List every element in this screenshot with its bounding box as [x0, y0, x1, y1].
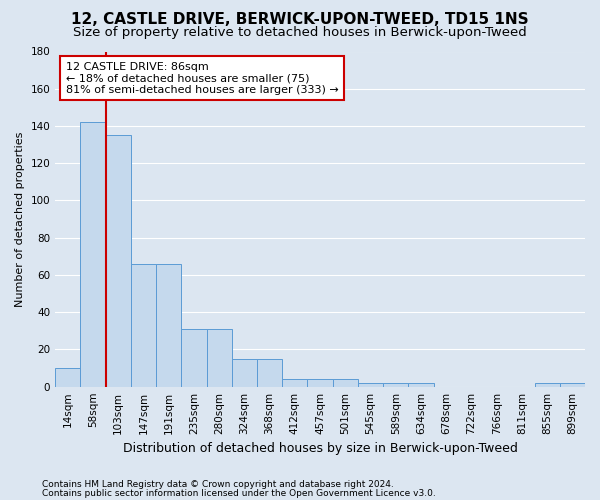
Bar	[106, 136, 131, 386]
Bar	[409, 383, 434, 386]
Bar	[131, 264, 156, 386]
Bar	[156, 264, 181, 386]
Text: 12 CASTLE DRIVE: 86sqm
← 18% of detached houses are smaller (75)
81% of semi-det: 12 CASTLE DRIVE: 86sqm ← 18% of detached…	[66, 62, 338, 95]
Text: Contains HM Land Registry data © Crown copyright and database right 2024.: Contains HM Land Registry data © Crown c…	[42, 480, 394, 489]
Bar	[535, 383, 560, 386]
Bar	[206, 329, 232, 386]
Bar	[358, 383, 383, 386]
Bar	[307, 379, 332, 386]
Bar	[332, 379, 358, 386]
Bar	[383, 383, 409, 386]
Bar	[282, 379, 307, 386]
Text: Size of property relative to detached houses in Berwick-upon-Tweed: Size of property relative to detached ho…	[73, 26, 527, 39]
Bar	[257, 358, 282, 386]
Y-axis label: Number of detached properties: Number of detached properties	[15, 132, 25, 307]
Text: 12, CASTLE DRIVE, BERWICK-UPON-TWEED, TD15 1NS: 12, CASTLE DRIVE, BERWICK-UPON-TWEED, TD…	[71, 12, 529, 28]
X-axis label: Distribution of detached houses by size in Berwick-upon-Tweed: Distribution of detached houses by size …	[122, 442, 518, 455]
Bar	[560, 383, 585, 386]
Bar	[232, 358, 257, 386]
Bar	[55, 368, 80, 386]
Bar	[80, 122, 106, 386]
Text: Contains public sector information licensed under the Open Government Licence v3: Contains public sector information licen…	[42, 489, 436, 498]
Bar	[181, 329, 206, 386]
